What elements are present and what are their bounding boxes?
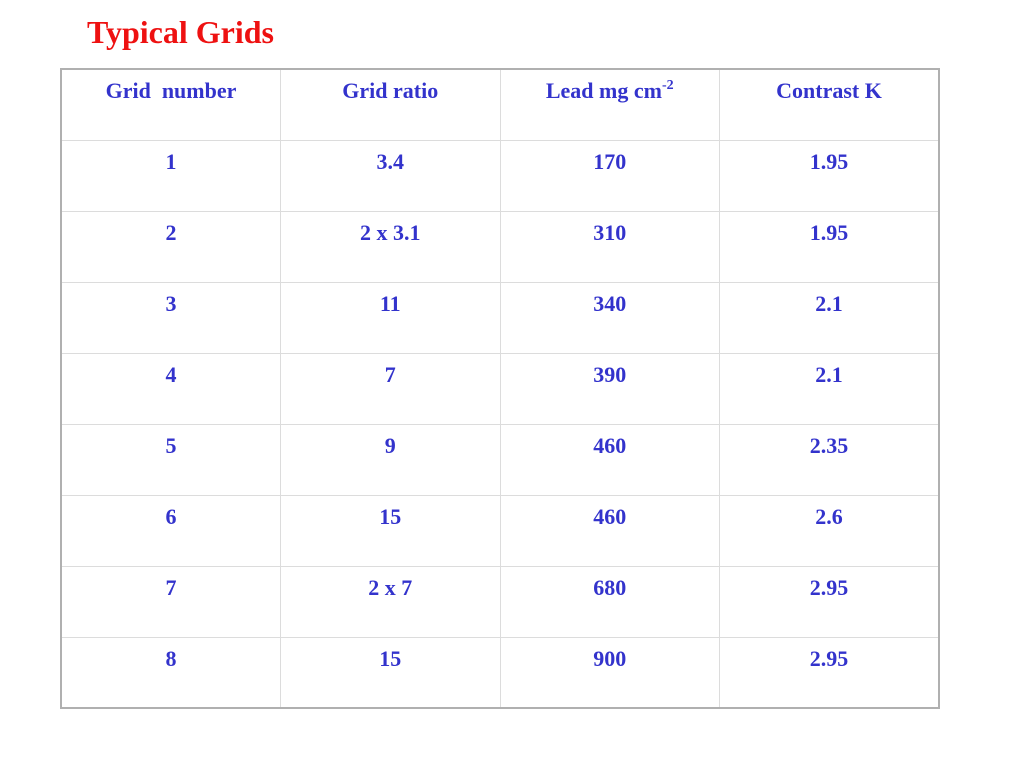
header-contrast-label: Contrast K <box>776 78 882 103</box>
cell-text: 15 <box>379 503 402 529</box>
cell-text: 1 <box>165 148 177 174</box>
cell-contrast: 2.35 <box>719 423 940 496</box>
cell-text: 2 x 3.1 <box>360 219 421 245</box>
cell-text: 2.35 <box>809 432 849 458</box>
cell-grid-number: 6 <box>60 494 281 567</box>
cell-text: 11 <box>379 290 401 316</box>
cell-text: 1.95 <box>809 219 849 245</box>
cell-text: 680 <box>593 574 627 600</box>
header-grid-number: Grid number <box>60 68 281 141</box>
table-body: 1 3.4 170 1.95 2 2 x 3.1 310 1.95 3 11 3… <box>60 139 940 709</box>
cell-grid-number: 3 <box>60 281 281 354</box>
slide-title: Typical Grids <box>87 14 274 50</box>
cell-contrast: 2.6 <box>719 494 940 567</box>
grids-table: Grid number Grid ratio Lead mg cm-2 Cont… <box>60 68 940 709</box>
cell-text: 460 <box>593 432 627 458</box>
header-grid-ratio: Grid ratio <box>280 68 501 141</box>
header-contrast: Contrast K <box>719 68 940 141</box>
cell-grid-number: 8 <box>60 636 281 709</box>
cell-text: 2.95 <box>809 574 849 600</box>
header-lead-label: Lead mg cm <box>545 78 662 103</box>
header-grid-ratio-label: Grid ratio <box>342 78 439 103</box>
cell-text: 7 <box>165 574 177 600</box>
cell-grid-ratio: 15 <box>280 636 501 709</box>
cell-text: 340 <box>593 290 627 316</box>
cell-text: 9 <box>384 432 396 458</box>
cell-contrast: 1.95 <box>719 139 940 212</box>
cell-contrast: 2.95 <box>719 636 940 709</box>
cell-grid-number: 4 <box>60 352 281 425</box>
cell-grid-ratio: 11 <box>280 281 501 354</box>
cell-text: 900 <box>593 645 627 671</box>
cell-text: 1.95 <box>809 148 849 174</box>
cell-text: 5 <box>165 432 177 458</box>
table-row: 4 7 390 2.1 <box>60 352 940 425</box>
table-row: 3 11 340 2.1 <box>60 281 940 354</box>
header-lead-exponent: -2 <box>661 78 674 93</box>
cell-lead: 900 <box>499 636 720 709</box>
cell-text: 2.95 <box>809 645 849 671</box>
cell-contrast: 2.1 <box>719 352 940 425</box>
table-row: 5 9 460 2.35 <box>60 423 940 496</box>
cell-text: 460 <box>593 503 627 529</box>
cell-text: 6 <box>165 503 177 529</box>
table-row: 2 2 x 3.1 310 1.95 <box>60 210 940 283</box>
cell-grid-number: 5 <box>60 423 281 496</box>
cell-grid-number: 7 <box>60 565 281 638</box>
cell-grid-number: 2 <box>60 210 281 283</box>
header-lead: Lead mg cm-2 <box>499 68 720 141</box>
cell-grid-ratio: 2 x 3.1 <box>280 210 501 283</box>
cell-contrast: 2.95 <box>719 565 940 638</box>
table-header: Grid number Grid ratio Lead mg cm-2 Cont… <box>60 68 940 141</box>
header-lead-cell: Lead mg cm-2 <box>546 70 674 102</box>
cell-text: 390 <box>593 361 627 387</box>
cell-grid-ratio: 3.4 <box>280 139 501 212</box>
cell-text: 7 <box>384 361 396 387</box>
cell-lead: 310 <box>499 210 720 283</box>
cell-text: 8 <box>165 645 177 671</box>
cell-lead: 460 <box>499 423 720 496</box>
cell-text: 3.4 <box>376 148 405 174</box>
cell-text: 310 <box>593 219 627 245</box>
cell-lead: 170 <box>499 139 720 212</box>
cell-lead: 340 <box>499 281 720 354</box>
cell-text: 2.1 <box>815 361 843 387</box>
header-row: Grid number Grid ratio Lead mg cm-2 Cont… <box>60 68 940 141</box>
header-grid-number-label: Grid number <box>105 78 237 103</box>
cell-text: 3 <box>165 290 177 316</box>
cell-grid-number: 1 <box>60 139 281 212</box>
table-row: 1 3.4 170 1.95 <box>60 139 940 212</box>
cell-lead: 390 <box>499 352 720 425</box>
cell-grid-ratio: 15 <box>280 494 501 567</box>
cell-lead: 460 <box>499 494 720 567</box>
cell-text: 2.1 <box>815 290 843 316</box>
cell-contrast: 1.95 <box>719 210 940 283</box>
cell-grid-ratio: 9 <box>280 423 501 496</box>
cell-lead: 680 <box>499 565 720 638</box>
cell-grid-ratio: 2 x 7 <box>280 565 501 638</box>
cell-contrast: 2.1 <box>719 281 940 354</box>
table-row: 8 15 900 2.95 <box>60 636 940 709</box>
cell-text: 2.6 <box>815 503 843 529</box>
table-row: 7 2 x 7 680 2.95 <box>60 565 940 638</box>
table-row: 6 15 460 2.6 <box>60 494 940 567</box>
cell-text: 170 <box>593 148 627 174</box>
cell-grid-ratio: 7 <box>280 352 501 425</box>
cell-text: 4 <box>165 361 177 387</box>
cell-text: 2 x 7 <box>368 574 413 600</box>
cell-text: 15 <box>379 645 402 671</box>
cell-text: 2 <box>165 219 177 245</box>
